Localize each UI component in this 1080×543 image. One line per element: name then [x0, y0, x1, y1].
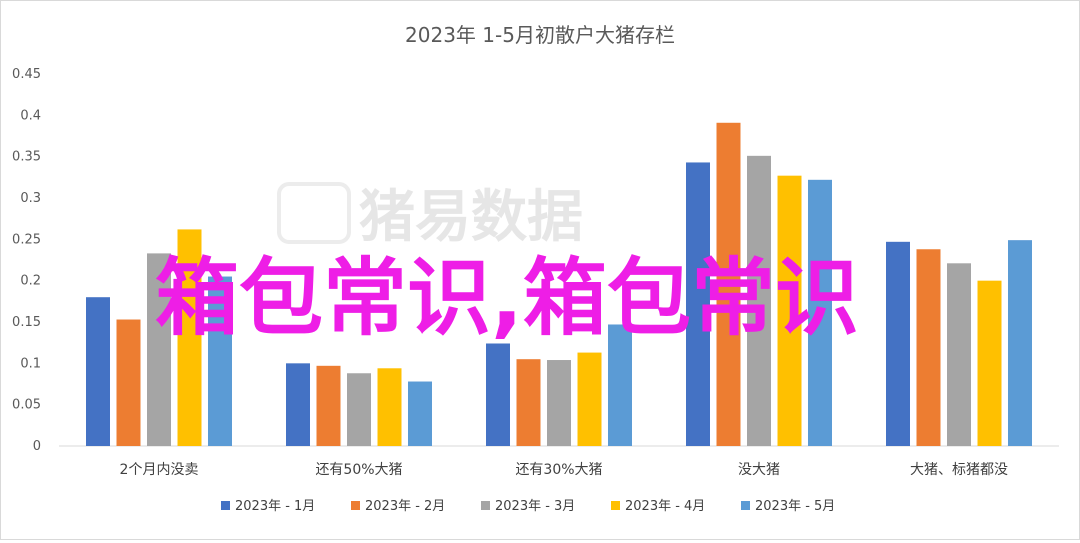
watermark: 猪易数据	[277, 182, 583, 250]
legend-swatch	[611, 501, 620, 510]
bar	[377, 368, 402, 446]
legend-label: 2023年 - 2月	[365, 499, 445, 514]
legend-label: 2023年 - 1月	[235, 499, 315, 514]
y-tick-label: 0.45	[12, 67, 41, 82]
legend-label: 2023年 - 3月	[495, 499, 575, 514]
legend-item: 2023年 - 3月	[481, 499, 575, 514]
watermark-text: 猪易数据	[359, 185, 583, 250]
x-category-label: 2个月内没卖	[120, 462, 199, 478]
y-tick-label: 0.15	[12, 315, 41, 330]
bar	[947, 263, 971, 446]
bar	[808, 179, 832, 446]
y-tick-label: 0.2	[20, 274, 41, 289]
y-tick-label: 0.4	[20, 108, 41, 123]
bar	[547, 360, 571, 446]
bar	[408, 381, 432, 446]
bar	[147, 253, 171, 446]
legend-item: 2023年 - 2月	[351, 499, 445, 514]
y-tick-label: 0.1	[20, 356, 41, 371]
legend-item: 2023年 - 5月	[741, 499, 835, 514]
legend-swatch	[221, 501, 230, 510]
x-category-label: 大猪、标猪都没	[910, 462, 1008, 478]
bar	[686, 162, 710, 446]
bar	[86, 297, 110, 446]
bar	[886, 241, 910, 446]
y-tick-label: 0.25	[12, 232, 41, 247]
legend-swatch	[481, 501, 490, 510]
bar	[286, 363, 310, 446]
bar	[716, 122, 741, 447]
bar	[608, 324, 632, 446]
legend-swatch	[351, 501, 360, 510]
legend-label: 2023年 - 4月	[625, 499, 705, 514]
legend-item: 2023年 - 4月	[611, 499, 705, 514]
y-tick-label: 0	[33, 439, 41, 454]
overlay-text: 箱包常识,箱包常识	[155, 249, 859, 347]
bar	[116, 319, 141, 446]
x-category-label: 还有30%大猪	[515, 462, 602, 478]
bar	[516, 359, 541, 446]
bar	[208, 276, 232, 446]
bar	[177, 229, 202, 446]
legend-swatch	[741, 501, 750, 510]
bar	[916, 249, 941, 446]
y-tick-label: 0.05	[12, 398, 41, 413]
x-category-label: 还有50%大猪	[315, 462, 402, 478]
plot-area: 0 0.05 0.1 0.15 0.2 0.25 0.3 0.35 0.4 0.45 2个月内没卖 还…	[12, 67, 1059, 478]
legend-item: 2023年 - 1月	[221, 499, 315, 514]
bar	[577, 352, 602, 446]
bar	[316, 365, 341, 446]
y-tick-label: 0.3	[20, 191, 41, 206]
watermark-logo-icon	[277, 182, 351, 244]
legend: 2023年 - 1月 2023年 - 2月 2023年 - 3月 2023年 - 4月…	[221, 499, 835, 514]
bar	[977, 280, 1002, 446]
bar	[486, 343, 510, 446]
bar	[347, 373, 371, 446]
bar	[747, 155, 771, 446]
legend-label: 2023年 - 5月	[755, 499, 835, 514]
chart-title: 2023年 1-5月初散户大猪存栏	[405, 23, 675, 47]
x-category-label: 没大猪	[738, 462, 780, 478]
y-tick-label: 0.35	[12, 150, 41, 165]
bar	[1008, 240, 1032, 446]
bar	[777, 175, 802, 446]
